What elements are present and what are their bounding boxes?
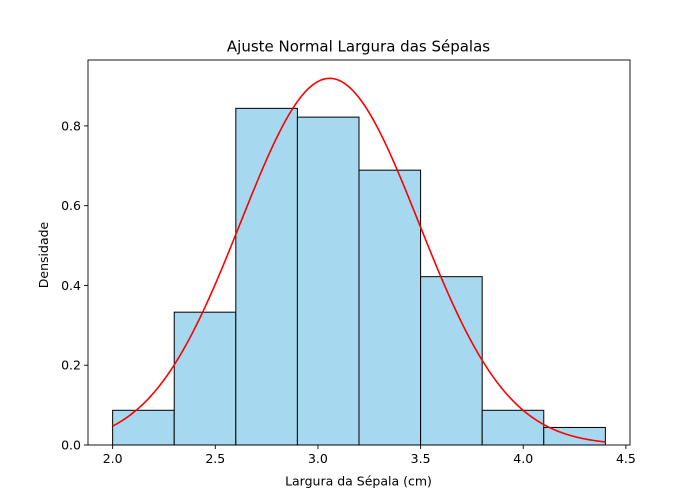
y-tick-label: 0.2 [61,358,81,373]
chart-title: Ajuste Normal Largura das Sépalas [227,38,490,56]
normal-fit-curve [112,77,606,443]
x-tick-label: 4.5 [616,451,636,466]
histogram-bar-7 [481,409,545,446]
x-axis: 2.0 2.5 3.0 3.5 4.0 4.5 [103,445,636,466]
x-tick-label: 2.0 [103,451,123,466]
histogram-bar-3 [235,107,298,446]
x-tick-label: 2.5 [205,451,225,466]
x-tick-label: 3.0 [308,451,328,466]
histogram-bars [112,107,606,446]
histogram-bar-5 [358,169,422,446]
x-tick-label: 4.0 [513,451,533,466]
histogram-bar-1 [112,409,175,446]
y-axis-label: Densidade [36,221,51,288]
plot-area [87,59,631,446]
x-axis-label: Largura da Sépala (cm) [285,474,432,489]
axes-frame [87,59,631,446]
y-tick-label: 0.6 [61,198,81,213]
y-axis: 0.0 0.2 0.4 0.6 0.8 [61,118,88,453]
y-tick-label: 0.4 [61,278,81,293]
histogram-bar-4 [296,116,360,446]
x-tick-label: 3.5 [411,451,431,466]
y-tick-label: 0.0 [61,438,81,453]
y-tick-label: 0.8 [61,118,81,133]
normal-fit-layer [112,77,606,443]
histogram-bar-6 [420,276,483,446]
histogram-bar-2 [173,311,237,446]
